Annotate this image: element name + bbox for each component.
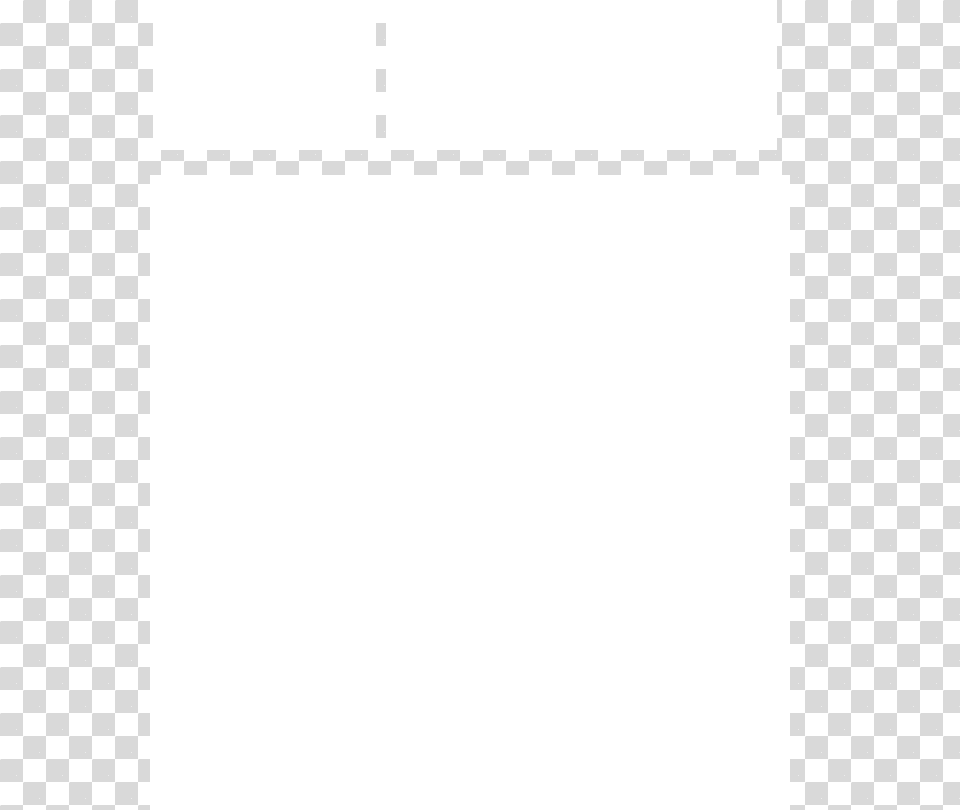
page-bg-right bbox=[386, 0, 777, 150]
page-bg-left bbox=[153, 0, 376, 150]
page-bg-chart bbox=[150, 175, 790, 810]
